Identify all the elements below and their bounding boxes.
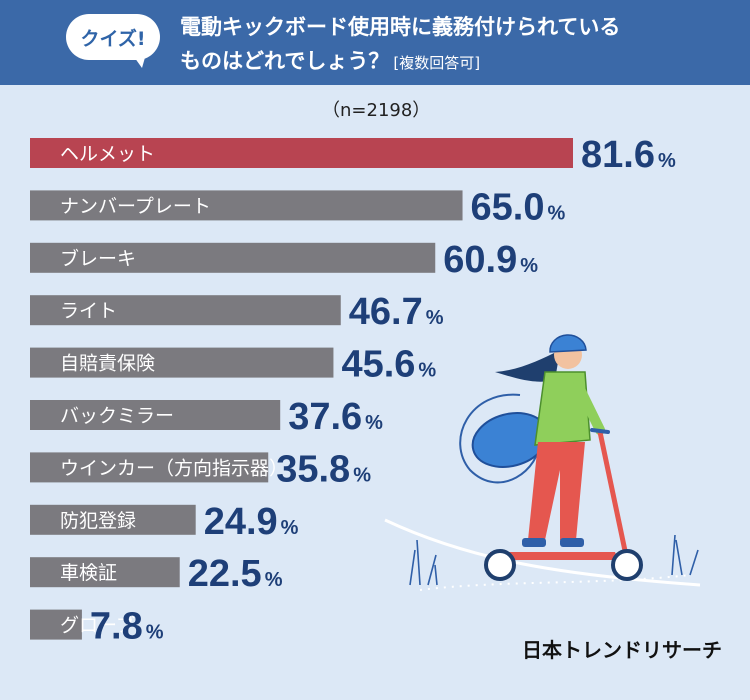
bar-label-2: ブレーキ — [60, 247, 136, 270]
bag-strap — [459, 393, 541, 484]
scooter-rider-illustration — [384, 334, 701, 591]
bar-label-1: ナンバープレート — [60, 195, 211, 217]
value-label-3: 46.7% — [349, 291, 444, 333]
bar-label-7: 防犯登録 — [60, 510, 136, 532]
bar-label-0: ヘルメット — [60, 143, 155, 165]
value-label-7: 24.9% — [204, 501, 299, 543]
quiz-badge-tail — [132, 54, 146, 68]
bar-3 — [30, 295, 341, 326]
brand-logo: 日本トレンドリサーチ — [522, 638, 722, 662]
bar-6 — [30, 452, 269, 483]
bar-7 — [30, 504, 196, 535]
scooter-stem — [597, 431, 631, 566]
value-label-1: 65.0% — [471, 186, 566, 228]
question-line-2: ものはどれでしょう？ [複数回答可] — [180, 45, 480, 75]
value-label-2: 60.9% — [443, 239, 538, 281]
value-unit-0: % — [658, 150, 676, 172]
bar-label-9: グローブ — [60, 614, 135, 637]
pants — [528, 442, 585, 540]
value-label-9: 7.8% — [90, 606, 164, 648]
value-unit-4: % — [418, 360, 436, 382]
value-label-4: 45.6% — [341, 344, 436, 386]
scooter-deck — [490, 552, 618, 560]
value-unit-9: % — [146, 622, 164, 644]
value-unit-2: % — [520, 255, 538, 277]
quiz-badge: クイズ! — [66, 14, 160, 60]
bar-label-3: ライト — [60, 300, 117, 322]
value-label-0: 81.6% — [581, 134, 676, 176]
question-line-1: 電動キックボード使用時に義務付けられている — [180, 15, 621, 39]
header-banner: クイズ! 電動キックボード使用時に義務付けられている ものはどれでしょう？ [複数… — [0, 0, 750, 85]
value-label-5: 37.6% — [288, 396, 383, 438]
shoe-right — [560, 538, 584, 547]
bar-8 — [30, 557, 180, 588]
helmet — [549, 334, 587, 353]
value-label-6: 35.8% — [276, 448, 371, 490]
scooter-handlebar — [590, 428, 610, 434]
grass-tuft-right — [671, 534, 699, 576]
bar-5 — [30, 400, 281, 430]
ground-dot-line — [419, 574, 691, 591]
ground-swoosh-line — [384, 518, 701, 587]
shoe-left — [522, 538, 546, 547]
value-unit-5: % — [365, 412, 383, 434]
bar-1 — [30, 190, 463, 221]
hair — [495, 350, 560, 382]
scooter-front-wheel — [611, 549, 643, 581]
bars-group: ヘルメット 81.6 % ナンバープレート 65.0 % ブレーキ 60.9 % ライト 46.7%… — [30, 134, 676, 648]
value-unit-3: % — [426, 307, 444, 329]
arm — [573, 380, 605, 435]
value-unit-1: % — [548, 202, 566, 224]
bar-label-5: バックミラー — [60, 405, 174, 427]
bar-2 — [30, 242, 436, 273]
sample-size-label: （n=2198） — [322, 100, 431, 121]
question-note: [複数回答可] — [393, 54, 481, 72]
value-unit-6: % — [353, 464, 371, 486]
value-label-8: 22.5% — [188, 553, 283, 595]
question-text: ものはどれでしょう？ — [180, 49, 390, 73]
value-unit-7: % — [281, 517, 299, 539]
grass-tuft-left — [409, 539, 438, 586]
bar-label-8: 車検証 — [60, 562, 117, 584]
bar-9 — [30, 609, 82, 640]
bar-0 — [30, 138, 573, 168]
bar-label-4: 自賠責保険 — [60, 353, 155, 375]
bar-label-6: ウインカー（方向指示器） — [60, 457, 288, 479]
scooter-rear-wheel — [484, 549, 516, 581]
value-unit-8: % — [265, 569, 283, 591]
bar-4 — [30, 347, 334, 378]
